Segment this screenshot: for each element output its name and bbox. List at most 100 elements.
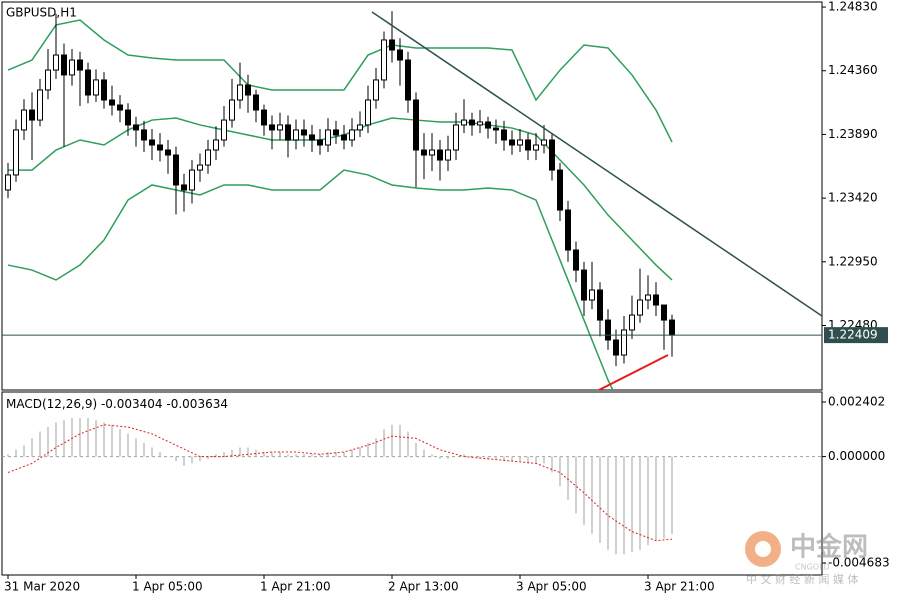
candle-body	[101, 79, 107, 101]
candle-body	[613, 339, 619, 356]
bollinger-lower	[7, 169, 614, 390]
candle-body	[557, 169, 563, 211]
candle-body	[29, 109, 35, 121]
axes: 1.24830 1.24360 1.23890 1.23420 1.22950 1.224…	[4, 0, 890, 594]
candle-body	[381, 39, 387, 81]
candle-body	[173, 154, 179, 186]
candle-body	[549, 139, 555, 171]
macd-value: -0.003404	[101, 397, 163, 411]
candle-body	[261, 109, 267, 126]
candle-body	[581, 269, 587, 301]
candle-body	[149, 139, 155, 146]
x-tick-label: 31 Mar 2020	[4, 580, 80, 594]
symbol-title: GBPUSD,H1	[6, 6, 77, 20]
candle-body	[605, 319, 611, 341]
y-tick-label: 1.23420	[828, 191, 878, 205]
candle-body	[61, 54, 67, 76]
candle-body	[189, 169, 195, 191]
candle-body	[293, 129, 299, 141]
macd-label: MACD(12,26,9)	[6, 397, 97, 411]
candle-body	[517, 139, 523, 146]
candle-body	[197, 164, 203, 171]
y-tick-label: 1.22950	[828, 254, 878, 268]
macd-title: MACD(12,26,9) -0.003404 -0.003634	[6, 397, 228, 411]
x-tick-label: 1 Apr 05:00	[132, 580, 203, 594]
candle-body	[117, 104, 123, 111]
watermark-name: 中金网	[790, 532, 868, 563]
x-tick-label: 3 Apr 05:00	[516, 580, 587, 594]
candle-body	[653, 294, 659, 306]
candle-body	[485, 121, 491, 129]
candle-body	[93, 79, 99, 96]
candle-body	[445, 149, 451, 161]
candle-body	[253, 94, 259, 111]
drawings	[371, 11, 822, 390]
candle-body	[21, 109, 27, 131]
candle-body	[125, 109, 131, 126]
macd-signal	[7, 424, 673, 542]
candle-body	[53, 54, 59, 71]
candle-body	[509, 139, 515, 146]
x-tick-label: 2 Apr 13:00	[388, 580, 459, 594]
candle-body	[477, 121, 483, 126]
price-panel	[1, 1, 823, 391]
candle-body	[205, 149, 211, 166]
candle-body	[469, 119, 475, 126]
candle-body	[645, 294, 651, 301]
candle-body	[437, 149, 443, 161]
x-tick-label: 1 Apr 21:00	[260, 580, 331, 594]
candle-body	[357, 124, 363, 131]
x-tick-label: 3 Apr 21:00	[644, 580, 715, 594]
candle-body	[181, 184, 187, 191]
candle-body	[453, 124, 459, 151]
candle-body	[597, 289, 603, 321]
candle-body	[109, 99, 115, 106]
candle-body	[429, 149, 435, 156]
candle-body	[37, 89, 43, 121]
macd-plot	[2, 417, 822, 555]
candle-body	[493, 127, 499, 131]
red-line	[596, 354, 669, 390]
candle-body	[133, 124, 139, 131]
candle-body	[237, 84, 243, 101]
candle-body	[245, 84, 251, 96]
candle-body	[85, 69, 91, 96]
candle-body	[413, 99, 419, 151]
price-plot	[2, 11, 822, 390]
candle-body	[165, 149, 171, 156]
logo-inner	[755, 541, 771, 557]
macd-tick-label: -0.004683	[828, 556, 890, 570]
candle-body	[301, 129, 307, 136]
candle-body	[573, 249, 579, 271]
candle-body	[349, 129, 355, 141]
watermark: 中金网 中 文 财 经 新 闻 媒 体 CNGOLD	[745, 531, 868, 586]
candle-body	[229, 99, 235, 121]
candle-body	[365, 99, 371, 126]
bollinger-upper	[7, 19, 673, 143]
candle-body	[333, 129, 339, 136]
y-tick-label: 1.24360	[828, 63, 878, 77]
candle-body	[77, 59, 83, 71]
candle-body	[341, 134, 347, 141]
macd-tick-label: 0.002402	[828, 394, 885, 408]
candle-body	[277, 124, 283, 131]
y-tick-label: 1.23890	[828, 127, 878, 141]
candle-body	[621, 329, 627, 356]
candle-body	[317, 139, 323, 146]
candle-body	[141, 129, 147, 141]
candle-body	[501, 129, 507, 141]
candle-body	[213, 139, 219, 151]
last-price-label: 1.22409	[828, 328, 878, 342]
candle-body	[325, 129, 331, 146]
candle-body	[629, 314, 635, 331]
candle-body	[541, 139, 547, 146]
y-tick-label: 1.24830	[828, 0, 878, 14]
candle-body	[69, 59, 75, 76]
candle-body	[309, 134, 315, 141]
candle-body	[13, 129, 19, 176]
candle-body	[45, 69, 51, 91]
candle-body	[389, 39, 395, 51]
candle-body	[5, 174, 11, 191]
watermark-tagline: 中 文 财 经 新 闻 媒 体	[746, 572, 858, 586]
